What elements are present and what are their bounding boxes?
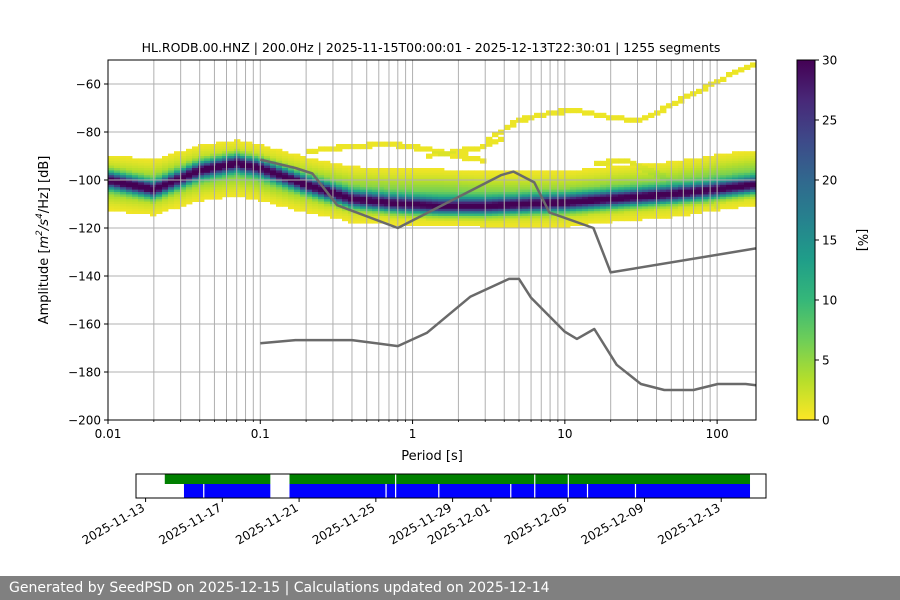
y-label-sup-2: 4	[35, 213, 45, 219]
psd-plot: 0.01 0.1 1 10 100 −60 −80 −100 −120 −140 −160 −180…	[68, 59, 757, 441]
data-gap	[395, 474, 397, 484]
colorbar-tick-label: 5	[822, 354, 830, 368]
colorbar-gradient	[796, 59, 816, 421]
footer-bar: Generated by SeedPSD on 2025-12-15 | Cal…	[0, 576, 900, 600]
timeline-tick-label: 2025-12-09	[579, 500, 646, 547]
y-axis-label: Amplitude [m2/s4/Hz] [dB]	[35, 156, 52, 325]
timeline-tick-label: 2025-11-13	[80, 500, 147, 547]
colorbar-tick-label: 25	[822, 114, 837, 128]
y-tick-label: −180	[68, 366, 101, 380]
noise-models	[260, 158, 756, 392]
y-label-suffix: /Hz] [dB]	[37, 156, 52, 214]
psd-gap	[385, 484, 387, 498]
timeline-bars	[164, 474, 751, 498]
x-tick-label: 100	[706, 427, 729, 441]
grid	[108, 60, 756, 420]
timeline-ticks: 2025-11-13 2025-11-17 2025-11-21 2025-11-25…	[80, 498, 723, 547]
timeline-tick-label: 2025-12-13	[655, 500, 722, 547]
chart-title: HL.RODB.00.HNZ | 200.0Hz | 2025-11-15T00…	[142, 40, 721, 55]
psd-gap	[567, 484, 569, 498]
data-availability-bar	[289, 474, 751, 484]
psd-gap	[510, 484, 512, 498]
psd-availability-bar	[183, 484, 271, 498]
plot-frame	[107, 59, 757, 421]
timeline-tick-label: 2025-11-21	[233, 500, 300, 547]
y-tick-label: −140	[68, 270, 101, 284]
y-tick-label: −80	[76, 126, 101, 140]
timeline-frame	[135, 473, 767, 499]
colorbar-tick-label: 10	[822, 294, 837, 308]
timeline-tick-label: 2025-11-25	[310, 500, 377, 547]
footer-text: Generated by SeedPSD on 2025-12-15 | Cal…	[9, 580, 550, 596]
colorbar-ticks: 0 5 10 15 20 25 30	[815, 54, 837, 428]
timeline-tick-label: 2025-11-17	[156, 500, 223, 547]
x-tick-label: 0.1	[251, 427, 270, 441]
y-tick-label: −200	[68, 414, 101, 428]
psd-gap	[203, 484, 205, 498]
colorbar-tick-label: 30	[822, 54, 837, 68]
y-tick-label: −60	[76, 78, 101, 92]
availability-timeline: 2025-11-13 2025-11-17 2025-11-21 2025-11-25…	[80, 473, 767, 547]
colorbar-tick-label: 0	[822, 414, 830, 428]
x-axis-ticks: 0.01 0.1 1 10 100	[95, 420, 729, 441]
x-axis-label: Period [s]	[401, 449, 463, 464]
y-label-unit-m: m	[37, 236, 52, 249]
x-tick-label: 10	[557, 427, 572, 441]
colorbar-tick-label: 15	[822, 234, 837, 248]
x-tick-label: 1	[409, 427, 417, 441]
psd-gap	[395, 484, 397, 498]
y-label-prefix: Amplitude [	[37, 248, 52, 324]
noise-model-line	[260, 277, 756, 392]
timeline-tick-label: 2025-12-05	[502, 500, 569, 547]
colorbar: 0 5 10 15 20 25 30 [%]	[796, 54, 869, 428]
y-axis-ticks: −60 −80 −100 −120 −140 −160 −180 −200	[68, 78, 108, 428]
psd-gap	[586, 484, 589, 498]
colorbar-tick-label: 20	[822, 174, 837, 188]
psd-gap	[438, 484, 440, 498]
data-gap	[534, 474, 536, 484]
y-tick-label: −120	[68, 222, 101, 236]
data-availability-bar	[164, 474, 271, 484]
y-tick-label: −160	[68, 318, 101, 332]
y-label-sup-1: 2	[35, 230, 45, 236]
colorbar-label: [%]	[854, 229, 869, 252]
psd-availability-bar	[289, 484, 751, 498]
x-tick-label: 0.01	[95, 427, 122, 441]
psd-gap	[534, 484, 536, 498]
y-label-unit-s: /s	[37, 219, 52, 231]
data-gap	[567, 474, 569, 484]
psd-gap	[634, 484, 637, 498]
y-tick-label: −100	[68, 174, 101, 188]
figure: HL.RODB.00.HNZ | 200.0Hz | 2025-11-15T00…	[35, 40, 869, 547]
noise-model-line	[260, 158, 756, 274]
